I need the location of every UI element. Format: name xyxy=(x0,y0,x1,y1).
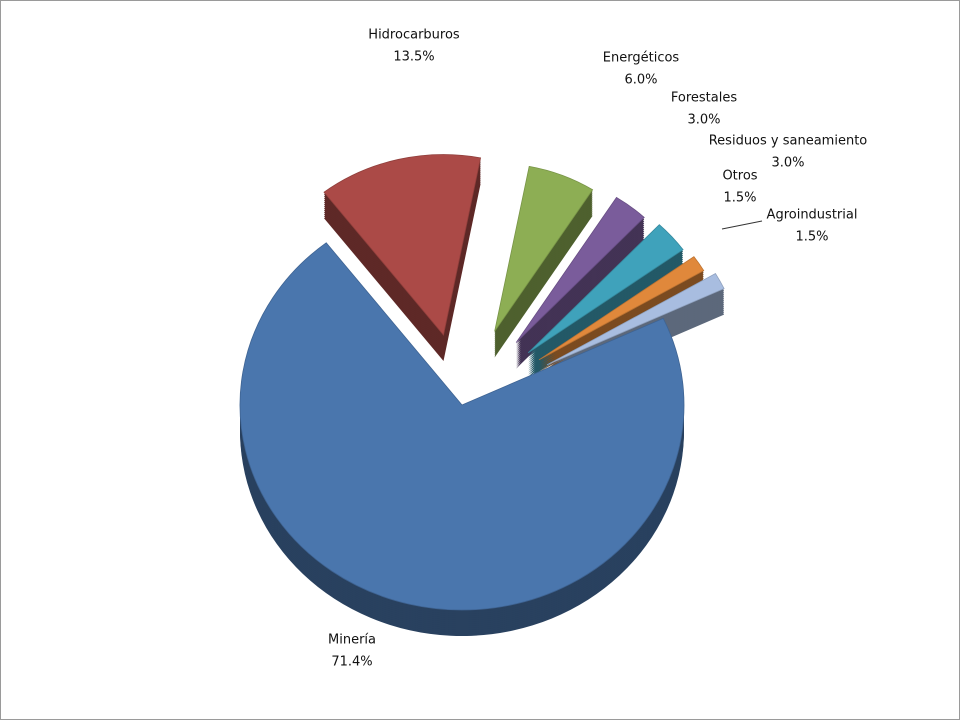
data-labels: Minería 71.4% Hidrocarburos 13.5% Energético… xyxy=(328,28,867,670)
pie-slice xyxy=(546,273,725,366)
value-label: 3.0% xyxy=(687,113,720,128)
slice-tops xyxy=(239,154,725,611)
category-label: Forestales xyxy=(671,91,737,106)
pie-slice xyxy=(527,224,684,354)
pie-slice xyxy=(323,154,482,336)
value-label: 71.4% xyxy=(331,655,372,670)
value-label: 13.5% xyxy=(393,50,434,65)
category-label: Residuos y saneamiento xyxy=(709,134,868,149)
value-label: 1.5% xyxy=(723,191,756,206)
category-label: Otros xyxy=(722,169,757,184)
category-label: Minería xyxy=(328,633,376,648)
category-label: Energéticos xyxy=(603,51,680,66)
pie-slice xyxy=(515,196,645,343)
leader-line xyxy=(721,220,763,230)
category-label: Agroindustrial xyxy=(767,208,858,223)
value-label: 6.0% xyxy=(624,73,657,88)
pie-slice xyxy=(538,256,705,361)
category-label: Hidrocarburos xyxy=(368,28,460,43)
value-label: 3.0% xyxy=(771,156,804,171)
pie-slice xyxy=(494,165,594,332)
value-label: 1.5% xyxy=(795,230,828,245)
pie-slice xyxy=(239,242,685,611)
